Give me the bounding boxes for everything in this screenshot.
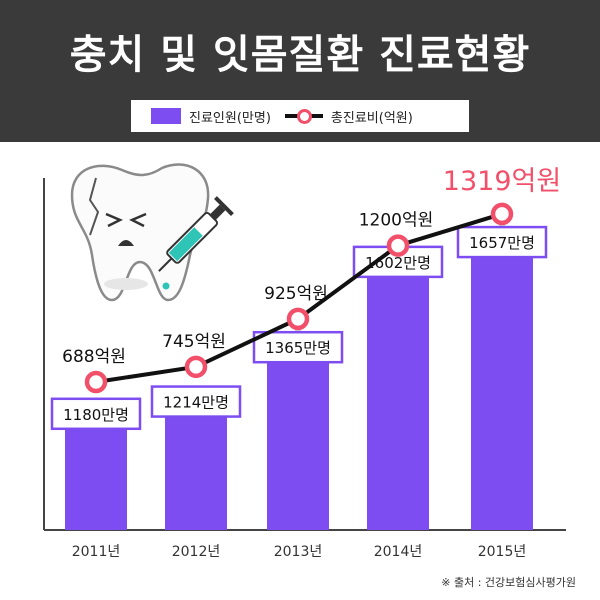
bar-value-label: 1214만명 — [163, 394, 229, 412]
x-tick-label: 2013년 — [274, 544, 323, 560]
legend-line-label: 총진료비(억원) — [330, 110, 413, 126]
bar-value-label: 1180만명 — [63, 406, 129, 424]
bar — [367, 262, 429, 530]
line-point — [386, 234, 410, 257]
page-title: 충치 및 잇몸질환 진료현황 — [69, 32, 531, 78]
legend: 진료인원(만명) 총진료비(억원) — [131, 100, 469, 132]
line-value-label: 925억원 — [264, 284, 328, 304]
legend-bar-swatch — [151, 108, 181, 124]
syringe-drop — [162, 282, 170, 290]
line-value-label: 745억원 — [162, 332, 226, 352]
source-note: ※ 출처 : 건강보험심사평가원 — [441, 576, 576, 589]
syringe-illustration — [158, 196, 234, 272]
line-value-highlight-label: 1319억원 — [443, 166, 561, 197]
bar-value-label: 1657만명 — [469, 234, 535, 252]
bar — [165, 402, 227, 530]
bar — [267, 348, 329, 530]
line-point — [84, 370, 108, 394]
line-point — [490, 202, 514, 226]
bar-value-label: 1365만명 — [265, 339, 331, 357]
bar-label-box — [150, 385, 242, 418]
bar — [65, 414, 127, 530]
x-tick-label: 2012년 — [172, 544, 221, 560]
x-tick-label: 2011년 — [72, 544, 121, 560]
line-point — [286, 307, 310, 331]
line-value-label: 688억원 — [62, 347, 126, 367]
line-point — [184, 355, 208, 379]
bar-label-box — [456, 225, 548, 259]
line-value-label: 1200억원 — [359, 211, 434, 231]
x-tick-label: 2015년 — [478, 544, 527, 560]
x-tick-label: 2014년 — [374, 544, 423, 560]
legend-line-swatch — [284, 108, 323, 124]
bar-label-box — [50, 397, 142, 431]
legend-bar-label: 진료인원(만명) — [189, 110, 271, 126]
bar-label-box — [252, 330, 344, 364]
bar — [471, 243, 533, 530]
tooth-illustration — [70, 163, 210, 302]
